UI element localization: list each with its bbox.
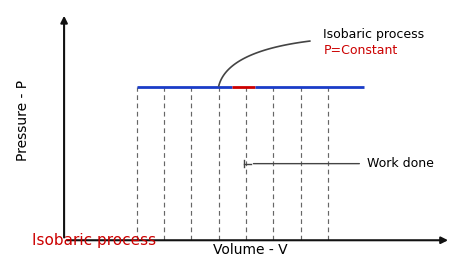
Text: Volume - V: Volume - V	[213, 243, 288, 257]
Text: Isobaric process: Isobaric process	[323, 28, 425, 41]
Text: Pressure - P: Pressure - P	[16, 80, 30, 161]
Text: Isobaric process: Isobaric process	[32, 233, 156, 248]
Text: Work done: Work done	[367, 157, 434, 170]
Text: P=Constant: P=Constant	[323, 44, 398, 56]
